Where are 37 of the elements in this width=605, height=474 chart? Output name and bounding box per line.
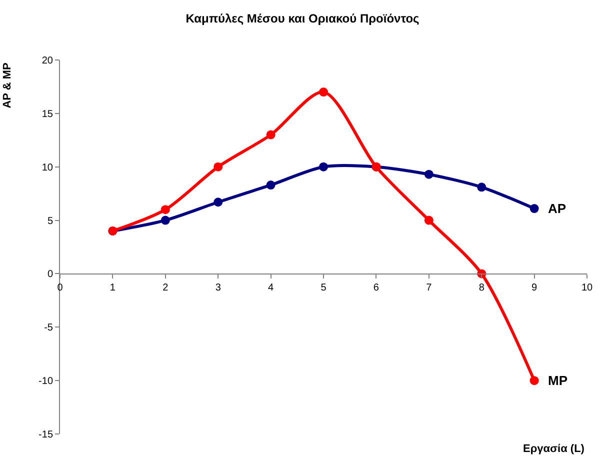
x-tick-label: 5: [320, 282, 327, 294]
x-tick-label: 4: [268, 282, 274, 294]
series-label: AP: [548, 201, 566, 216]
x-tick-label: 1: [110, 282, 116, 294]
x-tick-label: 0: [57, 282, 64, 294]
x-tick-label: 8: [478, 282, 485, 294]
x-tick-label: 7: [426, 282, 432, 294]
y-axis-title: AP & MP: [1, 62, 14, 108]
point: [266, 130, 276, 140]
y-tick-label: 0: [47, 269, 54, 280]
point: [424, 216, 434, 225]
point: [214, 198, 223, 207]
point: [319, 162, 328, 172]
point: [319, 88, 328, 97]
chart-title: Καμπύλες Μέσου και Οριακού Προϊόντος: [186, 12, 420, 26]
x-tick-label: 9: [532, 282, 538, 294]
point: [160, 205, 170, 214]
point: [214, 162, 223, 172]
point: [266, 180, 276, 190]
y-tick-label: -10: [38, 376, 54, 388]
x-tick-label: 3: [215, 282, 222, 294]
point: [477, 182, 486, 192]
y-tick-label: 20: [42, 56, 54, 66]
x-axis-title: Εργασία (L): [523, 443, 585, 455]
x-tick-label: 2: [162, 282, 169, 294]
y-tick-label: 5: [47, 216, 54, 227]
x-tick-label: 6: [373, 282, 380, 294]
x-tick-label: 10: [581, 282, 593, 294]
y-tick-label: 10: [42, 162, 54, 174]
y-tick-label: -5: [44, 322, 54, 334]
point: [160, 216, 170, 225]
point: [530, 204, 539, 214]
point: [530, 376, 539, 386]
y-tick-label: 15: [42, 108, 54, 120]
y-tick-label: -15: [38, 430, 54, 440]
point: [424, 170, 434, 179]
series-label: MP: [548, 373, 568, 388]
